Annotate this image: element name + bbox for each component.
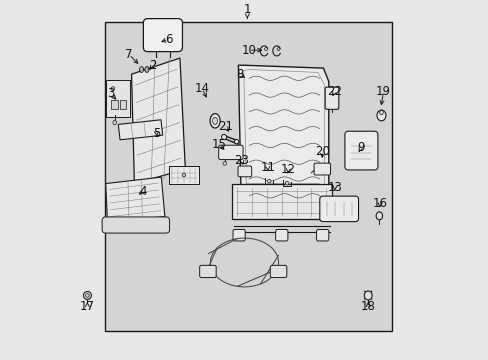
Ellipse shape: [212, 117, 217, 125]
Ellipse shape: [144, 67, 149, 72]
Text: 6: 6: [164, 32, 172, 46]
Text: 9: 9: [357, 141, 364, 154]
Text: 1: 1: [243, 3, 251, 16]
Ellipse shape: [221, 134, 226, 139]
Text: 13: 13: [327, 181, 342, 194]
Polygon shape: [118, 120, 163, 140]
FancyBboxPatch shape: [316, 229, 328, 241]
FancyBboxPatch shape: [106, 80, 130, 117]
FancyBboxPatch shape: [344, 131, 377, 170]
Text: 17: 17: [80, 300, 95, 313]
Ellipse shape: [139, 67, 143, 72]
Ellipse shape: [285, 181, 288, 185]
Ellipse shape: [277, 48, 280, 50]
Ellipse shape: [182, 173, 185, 177]
FancyBboxPatch shape: [319, 196, 358, 222]
Text: 19: 19: [375, 85, 390, 98]
FancyBboxPatch shape: [199, 265, 216, 278]
Ellipse shape: [267, 179, 270, 183]
Text: 5: 5: [153, 127, 160, 140]
Polygon shape: [231, 184, 331, 220]
Ellipse shape: [376, 110, 385, 121]
Text: 12: 12: [280, 163, 295, 176]
FancyBboxPatch shape: [313, 163, 330, 175]
Text: 20: 20: [315, 145, 329, 158]
Bar: [120, 100, 126, 109]
Ellipse shape: [83, 292, 91, 300]
FancyBboxPatch shape: [102, 217, 169, 233]
Ellipse shape: [234, 139, 238, 144]
Bar: [104, 22, 391, 330]
Text: 8: 8: [236, 68, 244, 81]
Ellipse shape: [223, 162, 226, 165]
Ellipse shape: [85, 294, 89, 297]
Text: 14: 14: [194, 82, 209, 95]
FancyBboxPatch shape: [218, 145, 243, 159]
Bar: [110, 100, 118, 109]
Text: 15: 15: [211, 138, 226, 151]
Polygon shape: [238, 65, 328, 191]
FancyBboxPatch shape: [325, 87, 338, 109]
FancyBboxPatch shape: [233, 229, 244, 241]
Ellipse shape: [113, 121, 116, 125]
Polygon shape: [105, 177, 164, 222]
Text: 18: 18: [360, 300, 375, 313]
FancyBboxPatch shape: [238, 166, 251, 177]
Text: 16: 16: [372, 197, 387, 210]
Ellipse shape: [375, 212, 382, 220]
FancyBboxPatch shape: [270, 265, 286, 278]
Ellipse shape: [379, 111, 383, 115]
Text: 4: 4: [140, 185, 147, 198]
Text: 21: 21: [218, 121, 232, 134]
Ellipse shape: [111, 87, 115, 90]
Text: 23: 23: [234, 154, 249, 167]
Polygon shape: [131, 58, 185, 184]
Text: 10: 10: [241, 44, 256, 57]
Text: 3: 3: [107, 87, 115, 100]
Text: 22: 22: [326, 85, 342, 98]
Ellipse shape: [364, 291, 371, 300]
FancyBboxPatch shape: [275, 229, 287, 241]
FancyBboxPatch shape: [143, 19, 182, 51]
Ellipse shape: [210, 114, 220, 128]
Ellipse shape: [264, 48, 267, 50]
Bar: [169, 166, 198, 184]
Text: 7: 7: [125, 48, 133, 61]
Text: 2: 2: [149, 59, 157, 72]
Text: 11: 11: [260, 161, 275, 174]
